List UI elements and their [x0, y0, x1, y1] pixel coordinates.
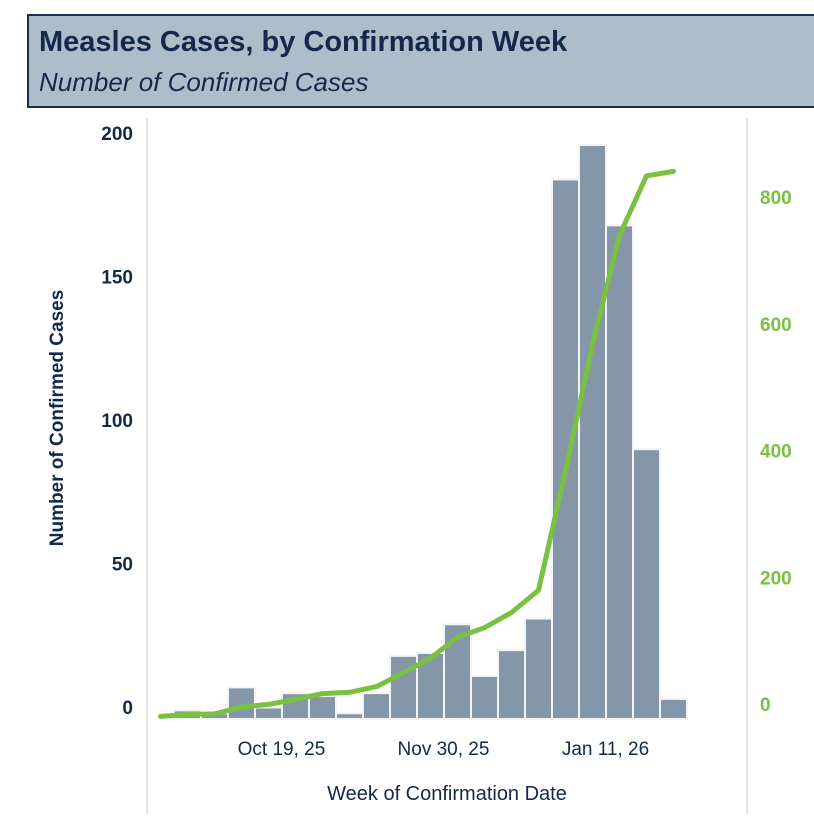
bar-week-5 [254, 706, 283, 721]
bar-week-16 [551, 178, 580, 720]
bar-week-20 [659, 697, 688, 720]
x-axis-label: Week of Confirmation Date [327, 783, 567, 805]
bar-week-15 [524, 617, 553, 720]
y-axis-label: Number of Confirmed Cases [47, 290, 68, 547]
chart-subtitle: Number of Confirmed Cases [39, 67, 369, 97]
y2-tick-600: 600 [760, 315, 792, 336]
y-tick-50: 50 [112, 555, 133, 576]
y2-tick-400: 400 [760, 442, 792, 463]
cumulative-line [158, 168, 676, 719]
x-tick-label: Oct 19, 25 [238, 739, 326, 760]
x-tick-label: Jan 11, 26 [562, 739, 649, 760]
y2-tick-0: 0 [760, 695, 771, 716]
chart-title: Measles Cases, by Confirmation Week [39, 26, 568, 58]
y-tick-0: 0 [122, 698, 133, 719]
y2-tick-200: 200 [760, 568, 792, 589]
bar-week-17 [578, 144, 607, 720]
y-tick-150: 150 [101, 268, 133, 289]
bar-week-14 [497, 649, 526, 720]
bar-week-9 [362, 692, 391, 720]
y-tick-200: 200 [101, 124, 133, 145]
bar-week-7 [308, 695, 337, 720]
bar-week-19 [632, 448, 661, 720]
x-tick-label: Nov 30, 25 [398, 739, 490, 760]
chart-header: Measles Cases, by Confirmation Week Numb… [27, 14, 814, 108]
y-tick-100: 100 [101, 411, 133, 432]
y2-tick-800: 800 [760, 188, 792, 209]
bar-week-18 [605, 224, 634, 721]
bar-week-13 [470, 674, 499, 721]
bar-week-4 [227, 686, 256, 720]
bar-week-8 [335, 712, 364, 721]
